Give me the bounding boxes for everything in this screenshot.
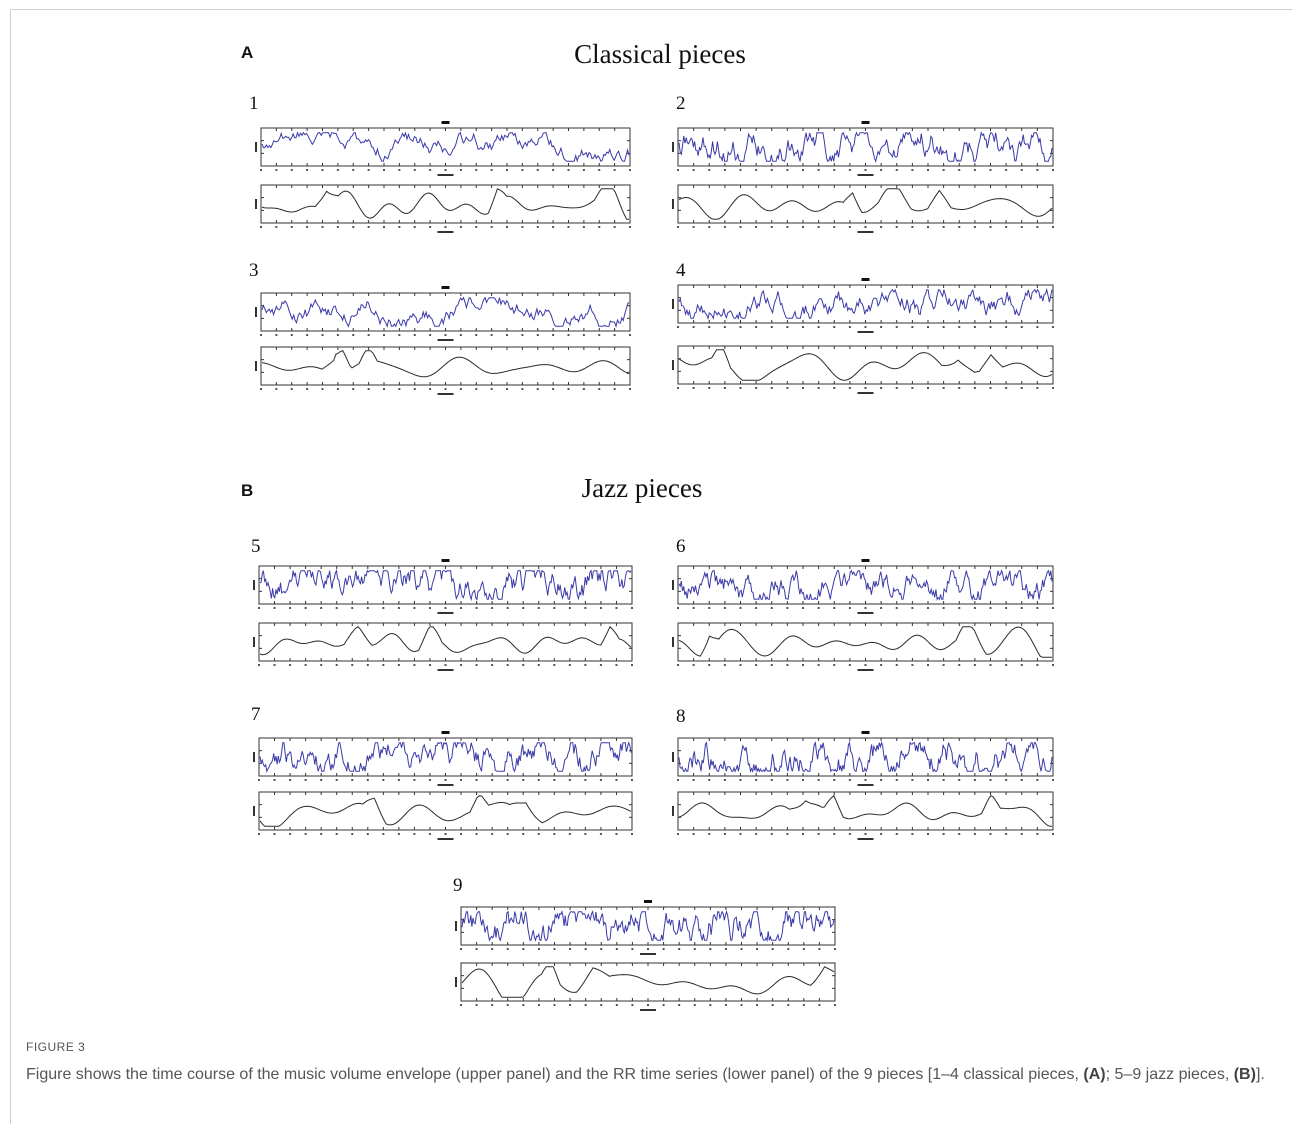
- panel-title-classical: Classical pieces: [574, 39, 746, 69]
- rr-series-6: [672, 622, 1054, 671]
- rr-series-5: [253, 622, 633, 671]
- rr-series-4: [672, 345, 1054, 394]
- piece-number-1: 1: [249, 93, 259, 114]
- figure-image: A Classical pieces B Jazz pieces 1 2 3 4…: [241, 39, 1054, 1011]
- caption-ref-b[interactable]: (B): [1233, 1066, 1256, 1083]
- caption-ref-a[interactable]: (A): [1083, 1066, 1106, 1083]
- piece-plot-9: [455, 900, 836, 1011]
- piece-number-4: 4: [676, 260, 686, 281]
- piece-number-7: 7: [251, 704, 261, 725]
- figure-caption: FIGURE 3 Figure shows the time course of…: [26, 1040, 1266, 1085]
- rr-series-7: [253, 791, 633, 840]
- panel-letter-a: A: [241, 43, 253, 62]
- piece-plot-3: [255, 286, 631, 395]
- volume-envelope-2: [672, 127, 1054, 176]
- piece-plot-4: [672, 278, 1054, 394]
- caption-part-2: ; 5–9 jazz pieces,: [1105, 1066, 1234, 1083]
- piece-number-9: 9: [453, 875, 463, 896]
- volume-envelope-6: [672, 565, 1054, 614]
- figure-frame: [10, 9, 1292, 1124]
- rr-series-9: [455, 962, 836, 1011]
- piece-number-6: 6: [676, 536, 686, 557]
- figure-label: FIGURE 3: [26, 1040, 86, 1054]
- volume-envelope-7: [253, 737, 633, 786]
- piece-number-2: 2: [676, 93, 686, 114]
- piece-plot-2: [672, 121, 1054, 233]
- rr-series-2: [672, 184, 1054, 233]
- caption-part-1: Figure shows the time course of the musi…: [26, 1066, 1084, 1083]
- rr-series-8: [672, 791, 1054, 840]
- piece-plot-8: [672, 731, 1054, 840]
- rr-series-1: [255, 184, 631, 233]
- piece-plot-1: [255, 121, 631, 233]
- caption-part-3: ].: [1255, 1066, 1265, 1083]
- piece-number-8: 8: [676, 706, 686, 727]
- piece-plot-7: [253, 731, 633, 840]
- piece-number-5: 5: [251, 536, 261, 557]
- volume-envelope-1: [255, 127, 631, 176]
- volume-envelope-9: [455, 906, 836, 955]
- volume-envelope-4: [672, 284, 1054, 333]
- volume-envelope-5: [253, 565, 633, 614]
- piece-plot-5: [253, 559, 633, 671]
- panel-letter-b: B: [241, 481, 253, 500]
- plots-layer: [253, 121, 1054, 1011]
- piece-number-3: 3: [249, 260, 259, 281]
- piece-plot-6: [672, 559, 1054, 671]
- caption-text: Figure shows the time course of the musi…: [26, 1064, 1266, 1085]
- rr-series-3: [255, 346, 631, 395]
- volume-envelope-8: [672, 737, 1054, 786]
- panel-title-jazz: Jazz pieces: [582, 473, 703, 503]
- volume-envelope-3: [255, 292, 631, 341]
